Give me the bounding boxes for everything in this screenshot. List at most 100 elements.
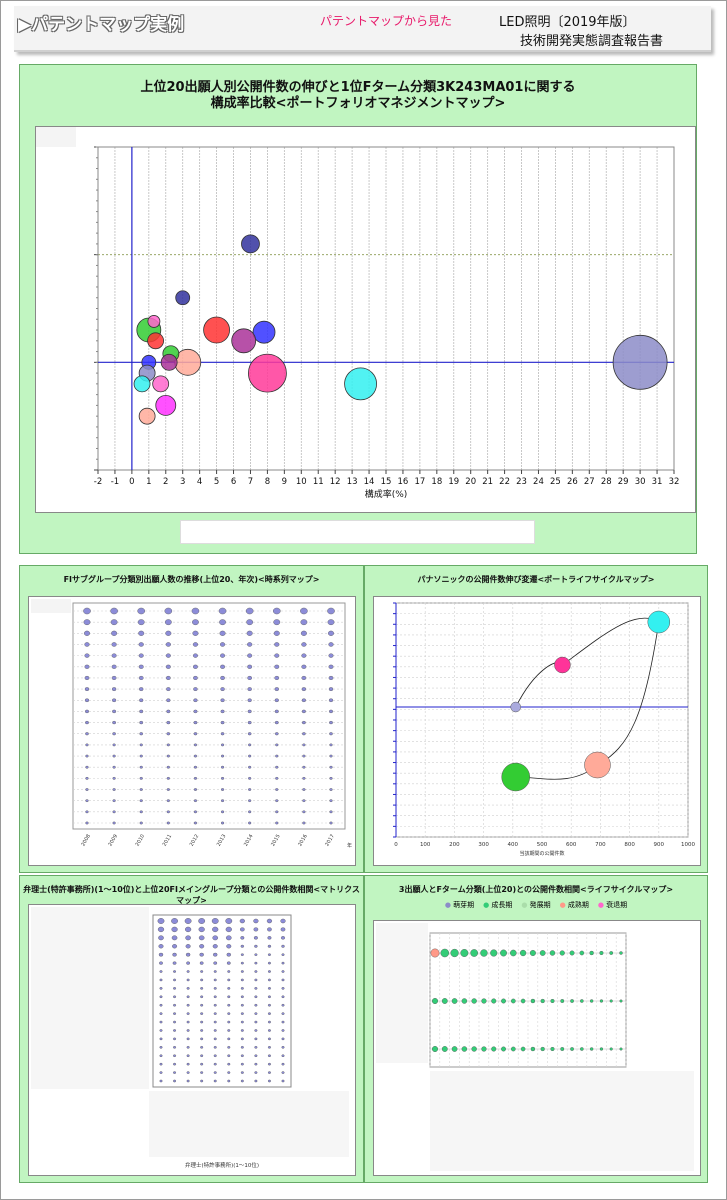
x-axis-label: 当該期間の公開件数	[519, 850, 564, 857]
dot	[212, 926, 219, 933]
dot	[281, 1071, 285, 1074]
blurred-caption	[180, 520, 535, 544]
dot	[281, 987, 285, 990]
dot	[193, 720, 198, 725]
dot	[501, 1046, 506, 1052]
dot	[254, 1079, 258, 1083]
panel-tl-title: FIサブグループ分類別出願人数の推移(上位20、年次)<時系列マップ>	[63, 575, 320, 584]
dot	[139, 743, 143, 747]
dot	[213, 1054, 217, 1058]
legend-item-4: ● 衰退期	[597, 901, 628, 909]
dot	[254, 987, 258, 990]
dot	[85, 743, 89, 747]
dot	[164, 607, 173, 615]
dot	[173, 1079, 177, 1083]
dot	[138, 675, 144, 680]
dot	[329, 743, 333, 747]
dot	[200, 1037, 204, 1041]
dot	[240, 944, 245, 948]
dot	[157, 918, 165, 924]
dot	[247, 664, 253, 669]
dot	[85, 821, 89, 825]
dot	[166, 821, 170, 825]
dot	[111, 653, 117, 658]
dot	[137, 607, 146, 615]
dot	[200, 1029, 204, 1032]
dot	[254, 1071, 258, 1074]
dot	[281, 978, 285, 982]
blurred-row-labels	[31, 907, 149, 1089]
dot	[281, 995, 285, 999]
dot	[254, 1054, 258, 1058]
x-tick-label: 7	[248, 477, 253, 487]
dot	[267, 961, 271, 965]
dot	[609, 1047, 613, 1051]
dot	[441, 1046, 448, 1052]
dot	[227, 1054, 231, 1058]
dot	[301, 642, 307, 647]
dot	[165, 653, 171, 658]
dot	[211, 918, 219, 924]
dot	[501, 998, 506, 1004]
dot	[220, 810, 225, 814]
dot	[198, 926, 205, 933]
dot	[530, 1046, 536, 1052]
dot	[166, 765, 170, 769]
x-tick-label: 32	[669, 477, 680, 487]
x-tick-label: 0	[129, 477, 134, 487]
dot	[220, 698, 225, 703]
blurred-col-labels	[430, 1071, 694, 1171]
x-tick-label: 5	[214, 477, 219, 487]
dot	[281, 970, 285, 973]
dot	[254, 978, 258, 982]
dot	[218, 607, 227, 615]
dot	[609, 951, 614, 955]
x-unit-label: 年	[347, 842, 352, 849]
dot	[302, 810, 306, 814]
dot	[112, 709, 117, 714]
main-chart-title-line2: 構成率比較<ポートフォリオマネジメントマップ>	[210, 96, 506, 111]
dot	[220, 799, 225, 803]
bubble-8	[175, 290, 191, 306]
dot	[275, 776, 279, 780]
dot	[432, 1045, 439, 1052]
x-tick-label: 19	[448, 477, 459, 487]
dot	[247, 720, 252, 725]
dot	[158, 935, 164, 941]
bubble-5	[231, 328, 257, 354]
bubble-19	[138, 407, 156, 425]
year-label: 2013	[216, 833, 228, 847]
dot	[193, 664, 198, 669]
dot	[248, 810, 252, 814]
dot	[166, 732, 171, 736]
dot	[111, 664, 117, 669]
dot	[254, 1037, 258, 1041]
dot	[302, 754, 306, 758]
dot	[139, 698, 144, 703]
dot	[540, 1046, 545, 1052]
x-tick-label: 8	[265, 477, 270, 487]
dot	[213, 1029, 217, 1032]
x-axis-label: 構成率(%)	[365, 488, 408, 500]
bubble-4	[252, 320, 276, 344]
x-tick-label: 600	[566, 842, 577, 848]
panel-lifecycle: パナソニックの公開件数伸び変遷<ポートライフサイクルマップ> 0 100 200 30…	[364, 565, 708, 873]
dot	[186, 961, 191, 965]
dot	[186, 987, 190, 990]
dot	[220, 664, 225, 669]
dot	[137, 619, 145, 626]
dot	[193, 687, 198, 692]
bubble-1	[344, 367, 377, 401]
dot	[213, 1012, 217, 1015]
bubble-18	[155, 394, 177, 416]
dot	[451, 1046, 458, 1052]
x-tick-label: 22	[499, 477, 510, 487]
dot	[159, 1054, 163, 1058]
bubble-6	[203, 316, 230, 344]
dot	[302, 799, 306, 803]
dot	[112, 732, 116, 736]
dot	[166, 754, 170, 758]
dot	[138, 653, 144, 658]
dot	[529, 950, 536, 957]
dot	[273, 619, 281, 626]
